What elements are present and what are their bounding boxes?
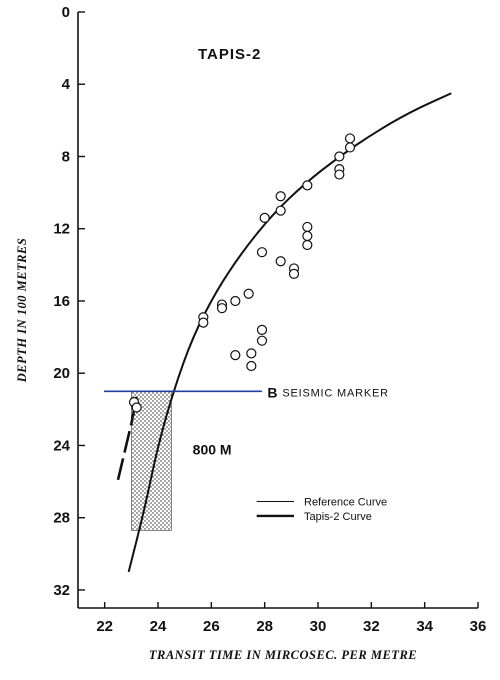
data-point bbox=[198, 317, 209, 328]
data-point bbox=[243, 288, 254, 299]
seismic-marker-label: SEISMIC MARKER bbox=[282, 387, 389, 399]
data-point bbox=[259, 212, 270, 223]
x-tick-label: 32 bbox=[363, 618, 380, 635]
data-point bbox=[302, 230, 313, 242]
data-point bbox=[131, 402, 142, 413]
x-tick-label: 24 bbox=[150, 618, 167, 635]
shaded-region-layer bbox=[131, 390, 172, 531]
x-tick-label: 34 bbox=[416, 618, 433, 635]
data-point bbox=[230, 295, 241, 307]
data-point bbox=[275, 205, 286, 216]
data-point bbox=[230, 350, 241, 361]
y-tick-label: 16 bbox=[53, 293, 70, 310]
data-point bbox=[246, 348, 257, 359]
data-point bbox=[288, 268, 300, 279]
series-layer bbox=[116, 92, 452, 573]
data-point bbox=[256, 335, 268, 346]
data-point bbox=[344, 133, 356, 144]
data-point bbox=[302, 221, 313, 233]
y-tick-label: 32 bbox=[53, 582, 70, 599]
legend-label-tapis-2-curve: Tapis-2 Curve bbox=[304, 511, 372, 523]
data-point bbox=[334, 169, 345, 180]
ticks-layer: 0 4 8 12 16 20 24 28 32 22 24 26 28 30 32 34 36 bbox=[53, 4, 486, 635]
series-line-reference-curve bbox=[127, 92, 452, 573]
x-axis-title: TRANSIT TIME IN MIRCOSEC. PER METRE bbox=[149, 648, 417, 662]
data-point bbox=[275, 256, 286, 267]
x-tick-label: 26 bbox=[203, 618, 220, 635]
shaded-region-label: 800 M bbox=[193, 441, 232, 457]
x-tick-label: 28 bbox=[256, 618, 273, 635]
axes-layer bbox=[77, 12, 478, 609]
y-tick-label: 24 bbox=[53, 437, 70, 454]
seismic-marker-letter: B bbox=[267, 384, 277, 400]
y-tick-label: 28 bbox=[53, 510, 70, 527]
y-tick-label: 20 bbox=[53, 365, 70, 382]
data-point bbox=[302, 239, 313, 251]
y-tick-label: 0 bbox=[62, 4, 70, 21]
y-axis-title: DEPTH IN 100 METRES bbox=[15, 238, 29, 384]
data-point bbox=[344, 142, 356, 153]
y-tick-label: 12 bbox=[53, 221, 70, 238]
data-point bbox=[302, 180, 313, 191]
y-tick-label: 4 bbox=[62, 76, 71, 93]
data-point bbox=[334, 151, 345, 162]
shaded-region bbox=[131, 390, 172, 531]
data-point bbox=[256, 324, 268, 335]
legend-label-reference-curve: Reference Curve bbox=[304, 496, 387, 508]
data-point bbox=[275, 191, 286, 202]
y-tick-label: 8 bbox=[62, 148, 70, 165]
data-point bbox=[246, 360, 257, 372]
text-layer: TAPIS-2 TRANSIT TIME IN MIRCOSEC. PER ME… bbox=[15, 46, 417, 662]
data-point bbox=[256, 247, 268, 258]
legend: Reference Curve Tapis-2 Curve bbox=[256, 496, 387, 523]
x-tick-label: 22 bbox=[96, 618, 113, 635]
x-tick-label: 36 bbox=[470, 618, 487, 635]
x-tick-label: 30 bbox=[310, 618, 327, 635]
data-point bbox=[216, 303, 228, 314]
chart-title: TAPIS-2 bbox=[198, 46, 261, 63]
